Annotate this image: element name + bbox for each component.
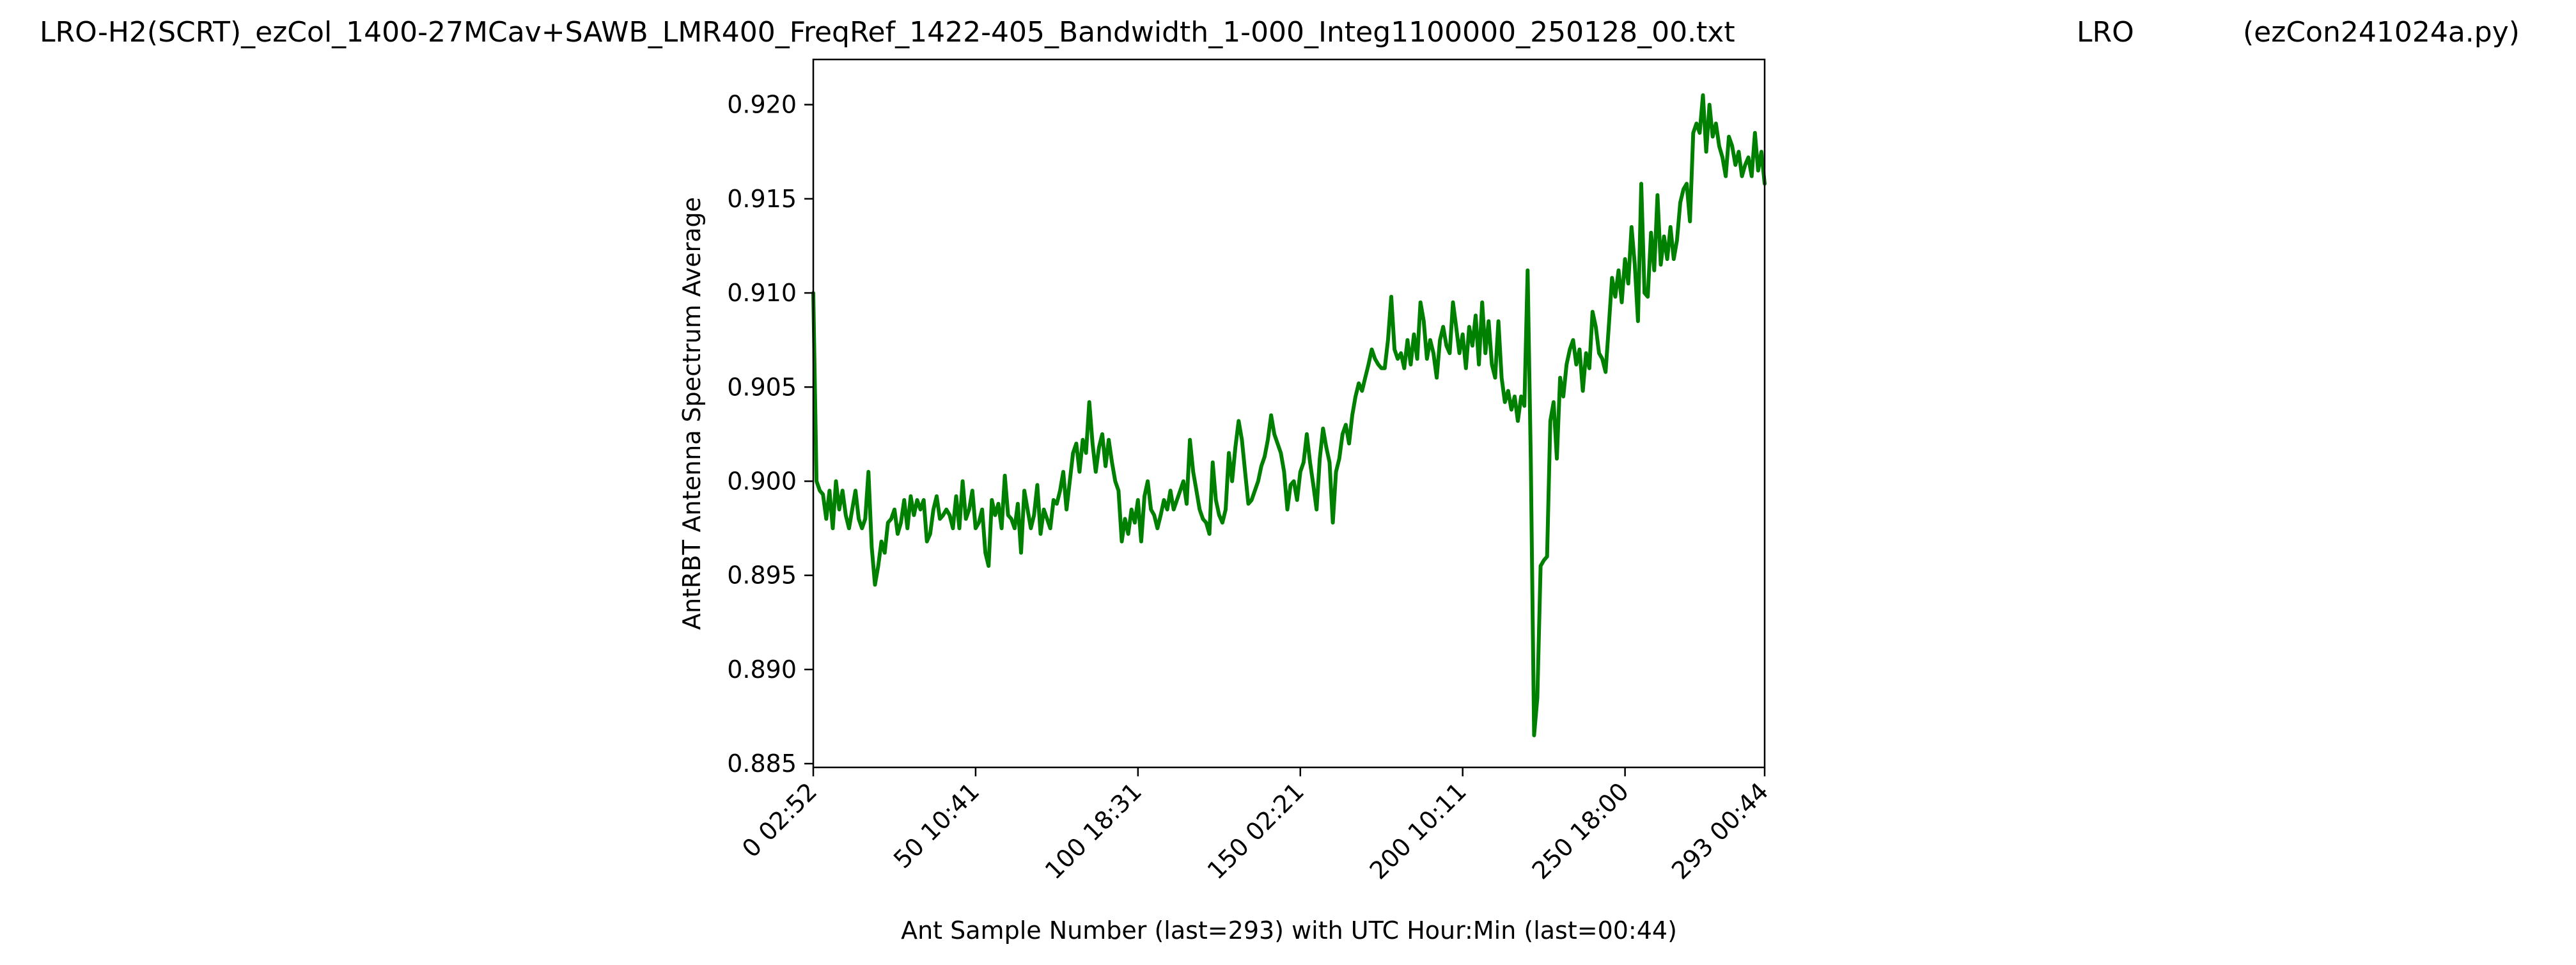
y-tick-label: 0.900 <box>727 467 797 495</box>
figure-title-script: (ezCon241024a.py) <box>2243 16 2520 49</box>
y-tick-label: 0.915 <box>727 185 797 213</box>
y-tick-label: 0.890 <box>727 655 797 684</box>
series-line <box>811 93 1767 737</box>
y-tick-label: 0.885 <box>727 749 797 778</box>
y-axis-ticks: 0.885 0.890 0.895 0.900 0.905 0.910 0.915 0.920 <box>727 91 813 778</box>
x-axis-label: Ant Sample Number (last=293) with UTC Ho… <box>901 916 1677 945</box>
series-layer <box>811 93 1767 737</box>
y-tick-label: 0.910 <box>727 279 797 307</box>
figure-title-site: LRO <box>2077 16 2134 49</box>
y-tick-label: 0.895 <box>727 561 797 590</box>
y-tick-label: 0.905 <box>727 373 797 401</box>
y-tick-label: 0.920 <box>727 91 797 119</box>
figure-title: LRO-H2(SCRT)_ezCol_1400-27MCav+SAWB_LMR4… <box>40 16 1735 49</box>
axes-frame <box>812 58 1766 769</box>
y-axis-label: AntRBT Antenna Spectrum Average <box>678 197 706 630</box>
